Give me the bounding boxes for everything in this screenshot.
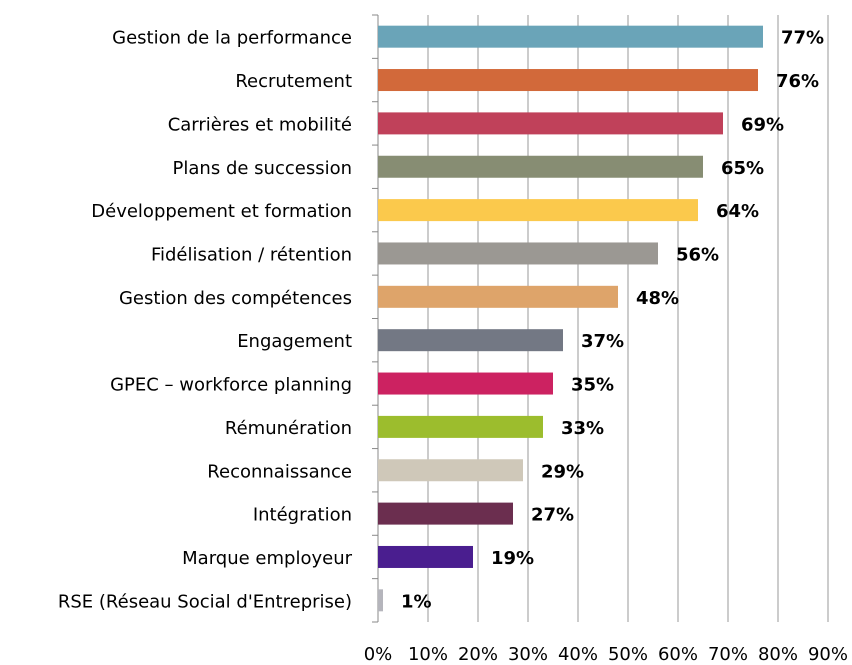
y-tick-label: Rémunération bbox=[225, 418, 352, 439]
value-label: 69% bbox=[741, 114, 784, 135]
x-tick-label: 50% bbox=[608, 644, 648, 665]
value-label: 29% bbox=[541, 461, 584, 482]
bar bbox=[378, 25, 763, 48]
x-tick-label: 0% bbox=[364, 644, 393, 665]
x-tick-label: 90% bbox=[808, 644, 848, 665]
value-label: 65% bbox=[721, 158, 764, 179]
y-tick-label: RSE (Réseau Social d'Entreprise) bbox=[58, 591, 352, 612]
value-label: 77% bbox=[781, 28, 824, 49]
bar bbox=[378, 155, 703, 178]
bar bbox=[378, 329, 563, 352]
y-tick-label: Carrières et mobilité bbox=[168, 114, 352, 135]
value-label: 1% bbox=[401, 591, 432, 612]
y-tick-label: Gestion des compétences bbox=[119, 288, 352, 309]
value-label: 35% bbox=[571, 375, 614, 396]
y-tick-label: Plans de succession bbox=[173, 158, 352, 179]
bar bbox=[378, 69, 758, 92]
x-tick-label: 10% bbox=[408, 644, 448, 665]
y-tick-label: Gestion de la performance bbox=[112, 28, 352, 49]
bar bbox=[378, 199, 698, 222]
value-label: 33% bbox=[561, 418, 604, 439]
y-tick-label: Fidélisation / rétention bbox=[151, 244, 352, 265]
y-tick-label: Recrutement bbox=[235, 71, 352, 92]
value-label: 37% bbox=[581, 331, 624, 352]
bar bbox=[378, 415, 543, 438]
bar bbox=[378, 285, 618, 308]
bar bbox=[378, 589, 383, 612]
x-tick-label: 60% bbox=[658, 644, 698, 665]
y-tick-label: Engagement bbox=[237, 331, 352, 352]
bar bbox=[378, 242, 658, 265]
bar bbox=[378, 459, 523, 482]
x-tick-label: 70% bbox=[708, 644, 748, 665]
y-tick-label: Intégration bbox=[253, 505, 352, 526]
bar bbox=[378, 502, 513, 525]
y-tick-label: Reconnaissance bbox=[207, 461, 352, 482]
value-label: 56% bbox=[676, 244, 719, 265]
x-tick-label: 80% bbox=[758, 644, 798, 665]
value-label: 76% bbox=[776, 71, 819, 92]
bar bbox=[378, 112, 723, 135]
x-tick-label: 40% bbox=[558, 644, 598, 665]
value-label: 64% bbox=[716, 201, 759, 222]
value-label: 27% bbox=[531, 505, 574, 526]
y-tick-label: Marque employeur bbox=[182, 548, 352, 569]
value-label: 48% bbox=[636, 288, 679, 309]
value-label: 19% bbox=[491, 548, 534, 569]
bar bbox=[378, 545, 473, 568]
y-tick-label: Développement et formation bbox=[91, 201, 352, 222]
x-tick-label: 20% bbox=[458, 644, 498, 665]
y-tick-label: GPEC – workforce planning bbox=[110, 375, 352, 396]
x-tick-label: 30% bbox=[508, 644, 548, 665]
bar bbox=[378, 372, 553, 395]
